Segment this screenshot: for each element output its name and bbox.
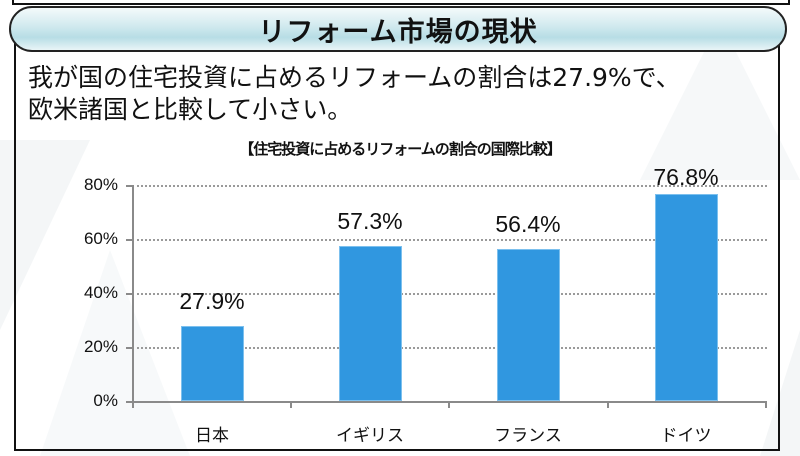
y-tick (126, 293, 132, 295)
bar-france (497, 249, 560, 401)
x-tick (765, 401, 767, 408)
bar-germany (655, 194, 718, 401)
bar-japan (181, 326, 244, 401)
gridline-60 (132, 239, 767, 241)
title-banner: リフォーム市場の現状 (9, 6, 787, 52)
bar-value-label-uk: 57.3% (337, 208, 403, 234)
y-tick (126, 347, 132, 349)
top-border-left (12, 0, 14, 4)
x-tick (132, 401, 134, 408)
chart-title: 【住宅投資に占めるリフォームの割合の国際比較】 (239, 140, 562, 158)
top-border (12, 0, 790, 5)
category-label-france: フランス (494, 426, 562, 446)
y-tick (126, 401, 132, 403)
top-border-right (788, 0, 790, 4)
plot-area (126, 185, 767, 408)
x-tick (448, 401, 450, 408)
bar-value-label-japan: 27.9% (179, 288, 245, 314)
y-tick (126, 239, 132, 241)
headline-line-1: 我が国の住宅投資に占めるリフォームの割合は27.9%で、 (28, 63, 681, 92)
bar-uk (339, 246, 402, 401)
content-frame (14, 40, 780, 451)
y-tick-label-20: 20% (83, 337, 118, 356)
y-tick-label-0: 0% (93, 391, 118, 410)
y-tick-label-40: 40% (83, 283, 118, 302)
category-label-japan: 日本 (195, 426, 229, 446)
gridline-80 (132, 185, 767, 187)
y-tick-label-80: 80% (83, 175, 118, 194)
headline-line-2: 欧米諸国と比較して小さい。 (28, 95, 353, 124)
x-tick (607, 401, 609, 408)
gridline-20 (132, 347, 767, 349)
y-axis (132, 185, 134, 403)
category-label-germany: ドイツ (660, 426, 712, 446)
category-label-uk: イギリス (336, 426, 404, 446)
x-tick (290, 401, 292, 408)
bar-value-label-germany: 76.8% (653, 164, 719, 190)
y-tick-label-60: 60% (83, 229, 118, 248)
page-title: リフォーム市場の現状 (258, 16, 538, 48)
bar-value-label-france: 56.4% (495, 211, 561, 237)
y-tick (126, 185, 132, 187)
gridline-40 (132, 293, 767, 295)
headline: 我が国の住宅投資に占めるリフォームの割合は27.9%で、 欧米諸国と比較して小さ… (28, 62, 788, 126)
